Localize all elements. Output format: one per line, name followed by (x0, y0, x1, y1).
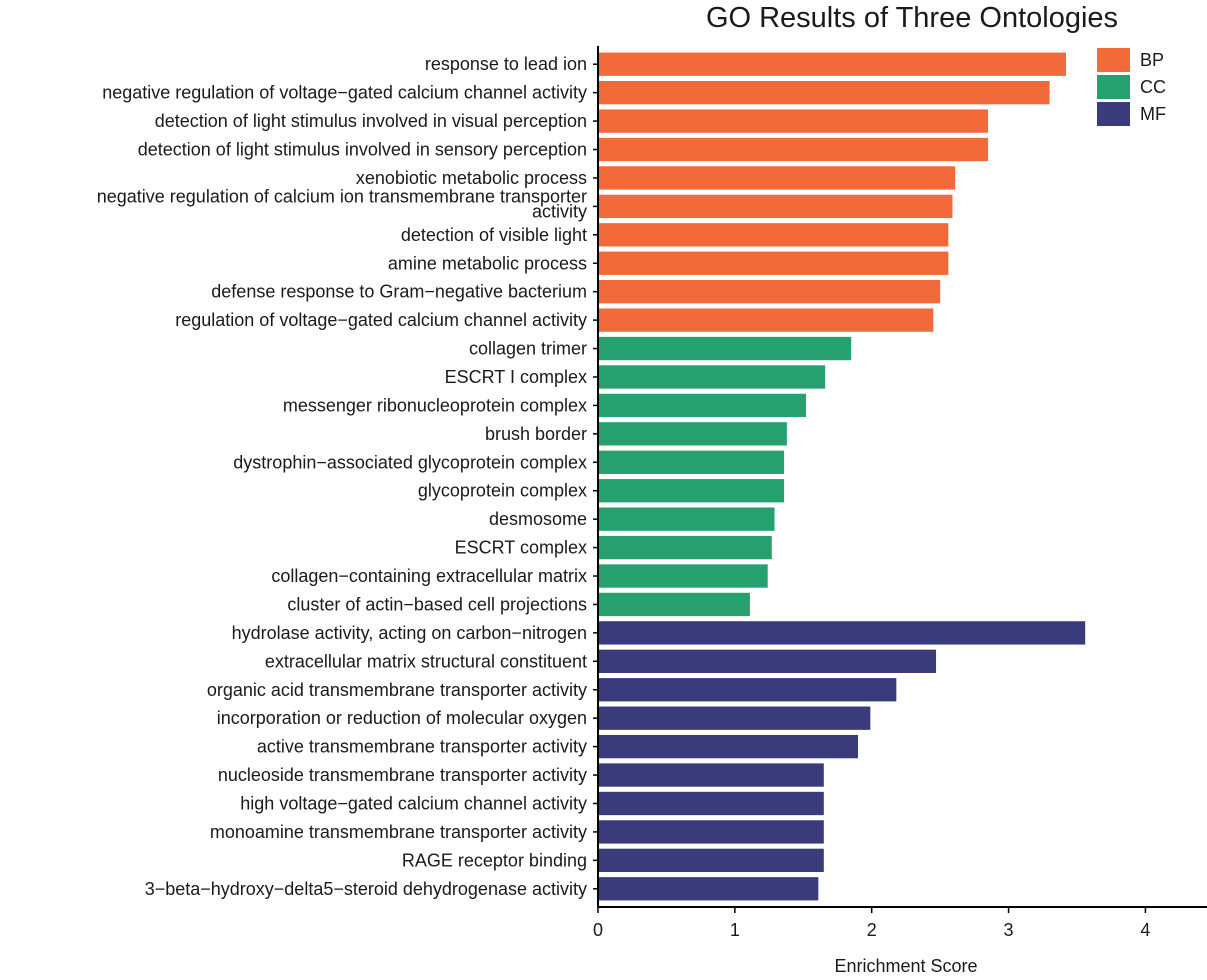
y-label-26: nucleoside transmembrane transporter act… (218, 765, 587, 785)
bar-26 (598, 763, 824, 787)
bar-8 (598, 251, 949, 275)
y-label-10: regulation of voltage−gated calcium chan… (175, 310, 587, 330)
bar-7 (598, 223, 949, 247)
y-label-1: response to lead ion (425, 54, 587, 74)
legend: BP CC MF (1097, 48, 1166, 126)
x-tick-label: 4 (1140, 920, 1150, 940)
bar-10 (598, 308, 934, 332)
legend-swatch-bp (1097, 48, 1130, 72)
chart-title: GO Results of Three Ontologies (706, 2, 1118, 34)
y-label-14: brush border (485, 424, 587, 444)
bar-27 (598, 791, 824, 816)
y-label-6: negative regulation of calcium ion trans… (97, 186, 587, 221)
bar-17 (598, 507, 775, 531)
x-tick-label: 3 (1004, 920, 1014, 940)
bar-14 (598, 422, 787, 446)
y-label-23: organic acid transmembrane transporter a… (207, 680, 587, 700)
y-label-15: dystrophin−associated glycoprotein compl… (233, 452, 587, 472)
bars-group (598, 52, 1086, 901)
bar-21 (598, 621, 1086, 645)
y-label-7: detection of visible light (401, 225, 587, 245)
y-label-16: glycoprotein complex (418, 481, 587, 501)
y-label-30: 3−beta−hydroxy−delta5−steroid dehydrogen… (145, 879, 587, 899)
y-label-22: extracellular matrix structural constitu… (265, 651, 587, 671)
bar-15 (598, 450, 785, 474)
y-label-3: detection of light stimulus involved in … (155, 111, 587, 131)
y-axis (593, 46, 599, 907)
legend-swatch-mf (1097, 102, 1130, 126)
y-label-19: collagen−containing extracellular matrix (271, 566, 587, 586)
y-label-18: ESCRT complex (455, 538, 587, 558)
y-label-8: amine metabolic process (388, 253, 587, 273)
legend-label-cc: CC (1140, 77, 1166, 97)
y-label-13: messenger ribonucleoprotein complex (283, 395, 587, 415)
bar-18 (598, 535, 772, 560)
bar-11 (598, 336, 852, 361)
bar-29 (598, 848, 824, 873)
legend-label-mf: MF (1140, 104, 1166, 124)
legend-swatch-cc (1097, 75, 1130, 99)
x-tick-label: 0 (593, 920, 603, 940)
bar-23 (598, 678, 897, 702)
bar-20 (598, 592, 750, 617)
y-label-11: collagen trimer (469, 339, 587, 359)
bar-25 (598, 734, 859, 759)
bar-16 (598, 479, 785, 503)
y-label-4: detection of light stimulus involved in … (138, 140, 587, 160)
bar-1 (598, 52, 1067, 76)
y-label-21: hydrolase activity, acting on carbon−nit… (232, 623, 587, 643)
x-tick-label: 1 (730, 920, 740, 940)
bar-2 (598, 80, 1050, 105)
x-tick-label: 2 (867, 920, 877, 940)
bar-5 (598, 166, 956, 190)
y-label-9: defense response to Gram−negative bacter… (211, 282, 587, 302)
y-label-12: ESCRT I complex (445, 367, 587, 387)
y-label-29: RAGE receptor binding (402, 850, 587, 870)
legend-label-bp: BP (1140, 50, 1164, 70)
y-label-27: high voltage−gated calcium channel activ… (240, 793, 587, 813)
y-label-17: desmosome (489, 509, 587, 529)
bar-3 (598, 109, 989, 133)
x-axis-label: Enrichment Score (834, 956, 977, 976)
bar-28 (598, 820, 824, 844)
bar-6 (598, 194, 953, 219)
bar-19 (598, 564, 768, 588)
y-label-28: monoamine transmembrane transporter acti… (210, 822, 587, 842)
y-label-2: negative regulation of voltage−gated cal… (102, 83, 587, 103)
y-label-5: xenobiotic metabolic process (356, 168, 587, 188)
bar-22 (598, 649, 937, 673)
bar-30 (598, 877, 819, 901)
bar-24 (598, 706, 871, 730)
y-label-20: cluster of actin−based cell projections (287, 594, 587, 614)
y-axis-labels: response to lead ion negative regulation … (97, 54, 587, 899)
y-label-25: active transmembrane transporter activit… (257, 737, 587, 757)
bar-13 (598, 393, 807, 418)
bar-12 (598, 365, 826, 389)
bar-9 (598, 280, 941, 304)
bar-4 (598, 137, 989, 162)
x-axis: 0 1 2 3 4 (593, 906, 1207, 940)
y-label-24: incorporation or reduction of molecular … (217, 708, 587, 728)
